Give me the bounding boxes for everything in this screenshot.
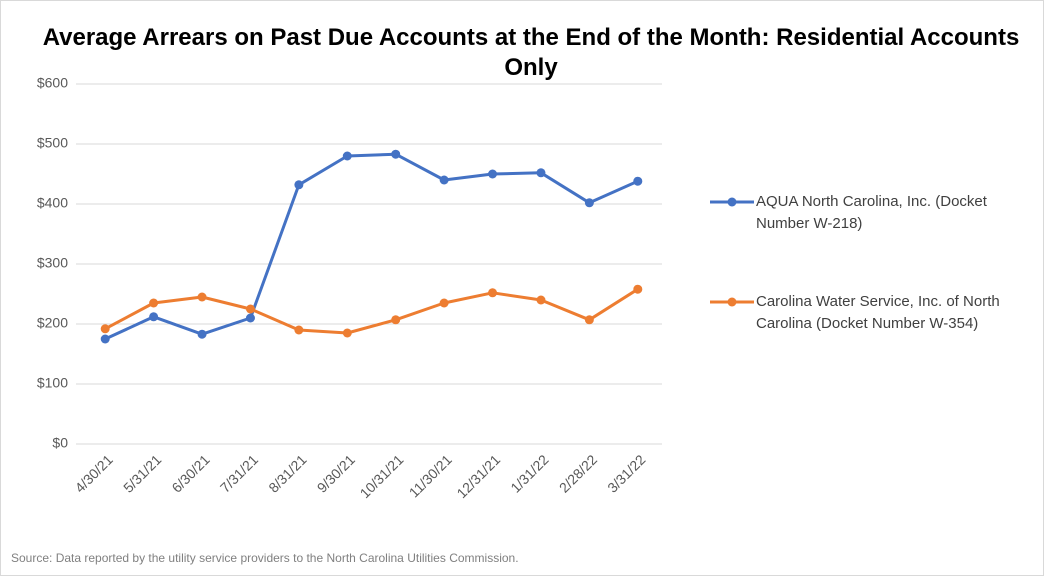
data-point: [584, 315, 594, 325]
data-point: [100, 334, 110, 344]
legend-icon: [710, 297, 754, 307]
data-point: [439, 298, 449, 308]
data-point: [536, 168, 546, 178]
legend-label: AQUA North Carolina, Inc. (Docket Number…: [756, 193, 987, 232]
legend-entry: AQUA North Carolina, Inc. (Docket Number…: [706, 191, 1036, 235]
legend-marker: [727, 297, 737, 307]
data-point: [633, 176, 643, 186]
x-tick-label: 7/31/21: [217, 451, 261, 495]
data-point: [149, 298, 159, 308]
data-point: [488, 288, 498, 298]
x-tick-label: 3/31/22: [604, 451, 648, 495]
x-tick-label: 10/31/21: [357, 451, 407, 501]
y-tick-label: $100: [37, 375, 68, 391]
series-line: [104, 152, 639, 341]
data-point: [342, 151, 352, 161]
legend-entry: Carolina Water Service, Inc. of North Ca…: [706, 291, 1036, 335]
y-tick-label: $300: [37, 255, 68, 271]
data-point: [584, 198, 594, 208]
y-tick-label: $500: [37, 135, 68, 151]
legend: AQUA North Carolina, Inc. (Docket Number…: [706, 191, 1036, 391]
data-point: [391, 149, 401, 159]
data-point: [149, 312, 159, 322]
y-tick-label: $200: [37, 315, 68, 331]
data-point: [439, 175, 449, 185]
data-point: [294, 180, 304, 190]
data-point: [536, 295, 546, 305]
legend-icon: [710, 197, 754, 207]
source-note: Source: Data reported by the utility ser…: [11, 551, 519, 565]
data-point: [245, 313, 255, 323]
y-tick-label: $400: [37, 195, 68, 211]
data-point: [488, 169, 498, 179]
legend-label: Carolina Water Service, Inc. of North Ca…: [756, 293, 1000, 332]
x-tick-label: 1/31/22: [507, 451, 551, 495]
x-tick-label: 6/30/21: [168, 451, 212, 495]
x-tick-label: 11/30/21: [406, 451, 455, 500]
data-point: [391, 315, 401, 325]
x-tick-label: 9/30/21: [314, 451, 358, 495]
x-tick-label: 5/31/21: [120, 451, 164, 495]
data-point: [245, 304, 255, 314]
data-point: [342, 328, 352, 338]
data-point: [197, 329, 207, 339]
x-tick-label: 12/31/21: [453, 451, 503, 501]
data-point: [633, 284, 643, 294]
x-tick-label: 8/31/21: [265, 451, 309, 495]
data-point: [294, 325, 304, 335]
y-tick-label: $600: [37, 75, 68, 91]
data-point: [100, 324, 110, 334]
x-tick-label: 2/28/22: [556, 451, 600, 495]
chart-title: Average Arrears on Past Due Accounts at …: [42, 24, 1020, 81]
y-tick-label: $0: [52, 435, 68, 451]
x-tick-label: 4/30/21: [72, 451, 116, 495]
data-point: [197, 292, 207, 302]
series-line: [104, 287, 639, 335]
legend-marker: [727, 197, 737, 207]
